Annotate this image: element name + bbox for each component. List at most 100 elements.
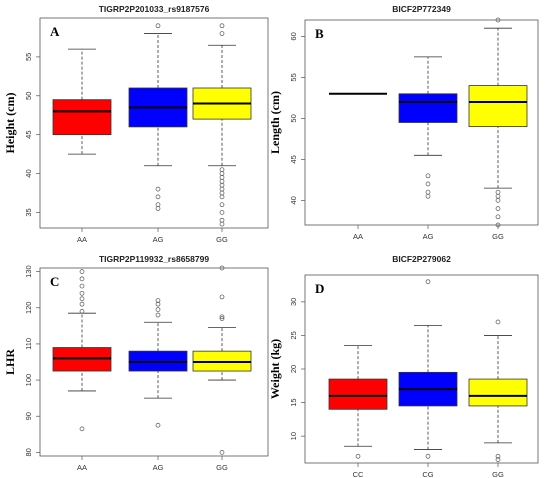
outlier-point bbox=[79, 301, 85, 307]
plot-frame bbox=[39, 267, 269, 457]
iqr-box bbox=[328, 378, 388, 410]
outlier-point bbox=[79, 309, 85, 314]
outlier-point bbox=[219, 178, 225, 184]
panel-c: TIGRP2P119932_rs8658799 C LHR 80 90 100 110 120… bbox=[3, 254, 269, 472]
outlier-point bbox=[425, 173, 431, 179]
outlier-point bbox=[495, 189, 501, 195]
outlier-point bbox=[155, 194, 161, 200]
y-tick-label: 15 bbox=[289, 398, 298, 406]
y-tick-label: 80 bbox=[24, 448, 33, 456]
chart-title: TIGRP2P201033_rs9187576 bbox=[99, 4, 210, 14]
outlier-point bbox=[155, 23, 161, 29]
iqr-box bbox=[398, 93, 458, 123]
outlier-point bbox=[155, 202, 161, 208]
outlier-point bbox=[425, 189, 431, 195]
outlier-point bbox=[79, 426, 85, 432]
outlier-point bbox=[219, 190, 225, 196]
box-gg bbox=[192, 23, 252, 227]
y-tick-label: 130 bbox=[24, 265, 33, 278]
panel-label: B bbox=[315, 26, 324, 41]
y-axis-label: Weight (kg) bbox=[268, 339, 282, 399]
panel-label: C bbox=[50, 274, 59, 289]
x-tick-label: GG bbox=[216, 463, 228, 472]
outlier-point bbox=[219, 31, 225, 36]
box-cg bbox=[398, 279, 458, 459]
outlier-point bbox=[155, 186, 161, 192]
x-tick-label: AG bbox=[153, 463, 164, 472]
x-tick-label: CG bbox=[422, 470, 433, 478]
x-tick-label: GG bbox=[216, 235, 228, 244]
outlier-point bbox=[355, 453, 361, 459]
y-tick-label: 40 bbox=[289, 196, 298, 204]
outlier-point bbox=[425, 279, 431, 285]
outlier-point bbox=[219, 171, 225, 176]
outlier-point bbox=[219, 294, 225, 300]
chart-title: BICF2P279062 bbox=[392, 254, 451, 264]
y-tick-label: 55 bbox=[289, 73, 298, 81]
x-tick-label: AG bbox=[423, 232, 434, 241]
outlier-point bbox=[79, 269, 85, 274]
outlier-point bbox=[425, 193, 431, 199]
outlier-point bbox=[219, 316, 225, 321]
y-tick-label: 50 bbox=[24, 92, 33, 100]
outlier-point bbox=[155, 312, 161, 318]
box-gg bbox=[468, 17, 528, 228]
y-tick-label: 35 bbox=[24, 208, 33, 216]
outlier-point bbox=[219, 314, 225, 320]
y-tick-label: 100 bbox=[24, 374, 33, 387]
x-tick-label: GG bbox=[492, 470, 504, 478]
outlier-point bbox=[79, 283, 85, 289]
box-aa bbox=[52, 269, 112, 432]
panel-label: A bbox=[50, 24, 60, 39]
outlier-point bbox=[219, 167, 225, 173]
panel-a: TIGRP2P201033_rs9187576 A Height (cm) 35 40 4… bbox=[3, 4, 269, 244]
y-axis-label: Length (cm) bbox=[268, 91, 282, 154]
y-tick-label: 45 bbox=[24, 130, 33, 138]
outlier-point bbox=[155, 422, 161, 428]
outlier-point bbox=[219, 175, 225, 180]
outlier-point bbox=[79, 296, 85, 302]
y-axis-label: LHR bbox=[3, 349, 17, 375]
x-tick-label: AA bbox=[353, 232, 363, 241]
box-ag bbox=[128, 298, 188, 428]
x-tick-label: GG bbox=[492, 232, 504, 241]
x-tick-label: CC bbox=[353, 470, 364, 478]
outlier-point bbox=[79, 290, 85, 296]
outlier-point bbox=[219, 182, 225, 188]
outlier-point bbox=[155, 298, 161, 303]
outlier-point bbox=[155, 307, 161, 312]
panel-b: BICF2P772349 B Length (cm) 40 45 50 55 60 AA AG GG bbox=[268, 4, 539, 241]
outlier-point bbox=[219, 23, 225, 29]
outlier-point bbox=[495, 453, 501, 459]
outlier-point bbox=[79, 276, 85, 282]
plot-frame bbox=[39, 17, 269, 229]
outlier-point bbox=[495, 214, 501, 220]
y-tick-label: 25 bbox=[289, 331, 298, 339]
iqr-box bbox=[468, 378, 528, 407]
x-tick-label: AA bbox=[77, 463, 87, 472]
outlier-point bbox=[495, 198, 501, 203]
y-tick-label: 45 bbox=[289, 155, 298, 163]
y-tick-label: 60 bbox=[289, 32, 298, 40]
plot-frame bbox=[304, 19, 539, 226]
chart-title: BICF2P772349 bbox=[392, 4, 451, 14]
y-tick-label: 50 bbox=[289, 114, 298, 122]
y-tick-label: 20 bbox=[289, 365, 298, 373]
outlier-point bbox=[495, 193, 501, 199]
outlier-point bbox=[219, 450, 225, 455]
y-tick-label: 120 bbox=[24, 302, 33, 315]
y-tick-label: 110 bbox=[24, 338, 33, 350]
chart-title: TIGRP2P119932_rs8658799 bbox=[99, 254, 209, 264]
box-aa bbox=[52, 48, 112, 155]
outlier-point bbox=[495, 206, 501, 211]
outlier-point bbox=[425, 453, 431, 459]
box-gg bbox=[192, 265, 252, 455]
y-axis-label: Height (cm) bbox=[3, 93, 17, 154]
y-tick-label: 10 bbox=[289, 432, 298, 440]
plot-frame bbox=[304, 274, 539, 464]
x-tick-label: AG bbox=[153, 235, 164, 244]
box-cc bbox=[328, 345, 388, 459]
outlier-point bbox=[425, 181, 431, 187]
iqr-box bbox=[468, 85, 528, 127]
